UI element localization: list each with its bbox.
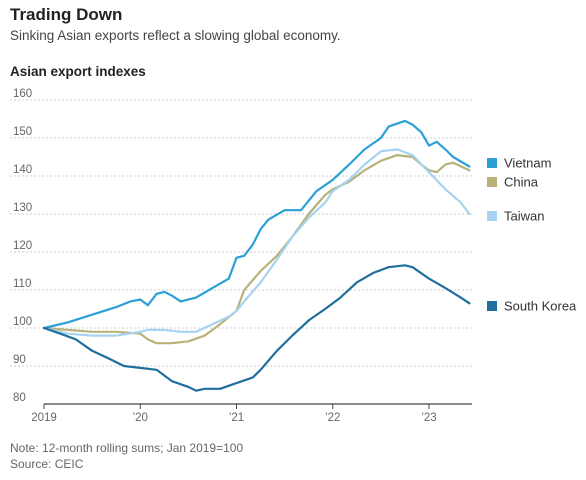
y-tick-label: 140 <box>13 164 32 176</box>
legend-label-south-korea: South Korea <box>504 299 577 314</box>
y-tick-label: 90 <box>13 354 26 366</box>
gridlines <box>10 99 472 367</box>
series-line-south-korea <box>42 264 471 392</box>
y-tick-label: 80 <box>13 392 26 404</box>
x-tick-label: ’20 <box>133 412 148 424</box>
y-tick-labels: 80 90 100 110 120 130 140 150 160 <box>13 88 32 404</box>
y-axis-title: Asian export indexes <box>10 64 146 79</box>
chart-source: Source: CEIC <box>10 457 84 471</box>
series-line-taiwan <box>42 148 471 337</box>
line-chart: 80 90 100 110 120 130 140 150 160 2019 ’20 ’21 ’22 ’… <box>10 88 577 424</box>
chart-title: Trading Down <box>10 5 123 24</box>
y-tick-label: 150 <box>13 126 32 138</box>
y-tick-label: 130 <box>13 202 32 214</box>
y-tick-label: 160 <box>13 88 32 100</box>
legend: Vietnam China Taiwan South Korea <box>487 156 577 314</box>
chart-subtitle: Sinking Asian exports reflect a slowing … <box>10 28 341 43</box>
chart-note: Note: 12-month rolling sums; Jan 2019=10… <box>10 441 244 455</box>
series-line-china <box>42 154 471 345</box>
series-line-vietnam <box>42 119 471 330</box>
legend-label-vietnam: Vietnam <box>504 156 551 171</box>
legend-swatch-vietnam <box>487 158 497 168</box>
series-lines <box>42 119 471 392</box>
x-tick-label: ’22 <box>325 412 340 424</box>
legend-swatch-china <box>487 177 497 187</box>
x-tick-label: 2019 <box>31 412 57 424</box>
y-tick-label: 110 <box>13 278 31 290</box>
legend-label-china: China <box>504 175 539 190</box>
y-tick-label: 100 <box>13 316 32 328</box>
x-tick-label: ’21 <box>229 412 244 424</box>
x-tick-label: ’23 <box>421 412 436 424</box>
legend-label-taiwan: Taiwan <box>504 209 544 224</box>
y-tick-label: 120 <box>13 240 32 252</box>
legend-swatch-south-korea <box>487 301 497 311</box>
legend-swatch-taiwan <box>487 211 497 221</box>
x-axis: 2019 ’20 ’21 ’22 ’23 <box>31 403 472 424</box>
